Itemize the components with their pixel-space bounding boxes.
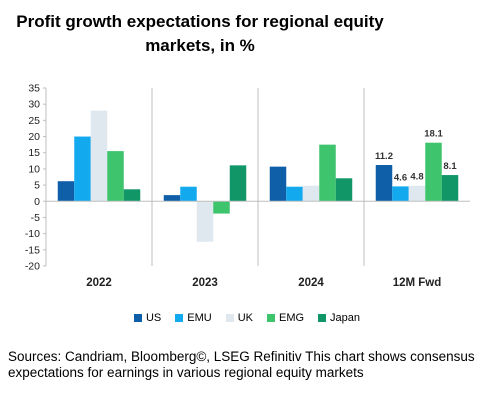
y-tick-label: -20 — [25, 261, 40, 273]
chart-title: Profit growth expectations for regional … — [0, 10, 400, 58]
bar-emg-2024 — [319, 144, 336, 202]
legend-label: EMU — [187, 312, 212, 324]
bar-chart: 35 30 25 20 15 10 5 0 -5 -10 -15 -20 11.24.6 4.8 18.1 8… — [25, 83, 470, 289]
data-label: 18.1 — [424, 129, 443, 140]
x-category-label: 2022 — [86, 277, 112, 289]
legend-item-uk: UK — [225, 312, 253, 324]
bar-emg-2023 — [213, 201, 230, 214]
bar-emu-2024 — [286, 186, 303, 202]
bar-uk-2023 — [196, 201, 214, 242]
legend-swatch — [225, 314, 234, 322]
y-tick-label: 0 — [34, 196, 40, 208]
legend-item-emu: EMU — [175, 312, 212, 324]
legend-item-us: US — [133, 312, 162, 324]
y-tick-label: -10 — [25, 228, 40, 240]
source-note: Sources: Candriam, Bloomberg©, LSEG Refi… — [8, 349, 475, 380]
bar-us-2023 — [163, 195, 181, 202]
y-tick-label: 15 — [28, 147, 40, 159]
data-label: 4.8 — [410, 172, 423, 183]
bar-emg-2022 — [107, 151, 124, 202]
y-tick-label: 35 — [28, 83, 40, 95]
x-category-label: 12M Fwd — [393, 277, 442, 289]
data-label: 4.6 — [394, 172, 407, 183]
legend-swatch — [266, 314, 275, 322]
y-tick-label: -15 — [25, 244, 40, 256]
x-category-label: 2024 — [298, 277, 324, 289]
legend-swatch — [133, 314, 142, 322]
y-tick-label: -5 — [31, 212, 40, 224]
bar-japan-2024 — [335, 178, 353, 202]
bar-japan-2022 — [123, 189, 141, 202]
y-tick-label: 25 — [28, 115, 40, 127]
bar-us-2024 — [269, 166, 287, 202]
data-label: 8.1 — [443, 161, 457, 172]
bar-emg-12m-fwd — [425, 142, 442, 202]
legend-item-japan: Japan — [318, 312, 360, 324]
y-tick-label: 20 — [28, 131, 40, 143]
chart-legend: US EMU UK EMG Japan — [0, 312, 494, 324]
bar-emu-2022 — [74, 136, 91, 202]
bar-uk-2022 — [90, 110, 108, 202]
bar-us-12m-fwd — [375, 165, 393, 202]
y-tick-label: 30 — [28, 99, 40, 111]
legend-item-emg: EMG — [266, 312, 305, 324]
chart-title-line-2: markets, in % — [145, 36, 255, 55]
legend-label: EMG — [278, 312, 305, 324]
legend-label: UK — [237, 312, 253, 324]
legend-label: Japan — [330, 312, 361, 324]
bar-us-2022 — [57, 181, 75, 202]
bar-japan-12m-fwd — [441, 175, 459, 202]
legend-swatch — [318, 314, 327, 322]
legend-label: US — [145, 312, 162, 324]
bar-uk-2024 — [302, 185, 320, 202]
bar-japan-2023 — [229, 165, 247, 202]
bar-emu-12m-fwd — [392, 186, 409, 202]
chart-title-line-1: Profit growth expectations for regional … — [16, 12, 384, 31]
y-tick-label: 10 — [28, 163, 40, 175]
bar-uk-12m-fwd — [408, 185, 426, 202]
legend-swatch — [175, 314, 184, 322]
data-label: 11.2 — [375, 151, 393, 162]
bar-emu-2023 — [180, 186, 197, 202]
x-category-label: 2023 — [192, 277, 218, 289]
y-tick-label: 5 — [34, 180, 40, 192]
